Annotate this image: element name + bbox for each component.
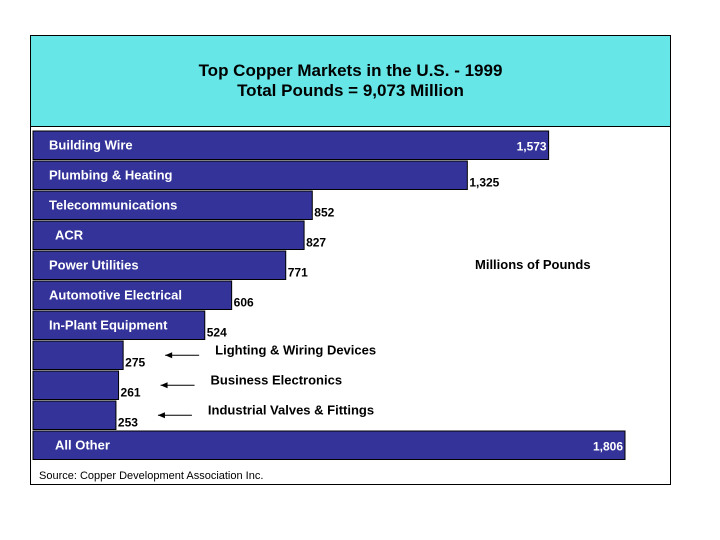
value-label: 275 — [125, 356, 145, 370]
category-label: Power Utilities — [49, 257, 139, 272]
category-label: Lighting & Wiring Devices — [215, 342, 376, 357]
bar — [32, 160, 468, 190]
bar-chart: Building Wire 1,573 Plumbing & Heating 1,32… — [32, 130, 626, 460]
category-label: In-Plant Equipment — [49, 317, 168, 332]
callout-arrowhead — [160, 382, 168, 389]
bar — [32, 370, 120, 400]
bar — [32, 220, 305, 250]
bar — [32, 400, 117, 430]
category-label: Telecommunications — [49, 197, 177, 212]
category-label: All Other — [55, 437, 110, 452]
value-label: 827 — [306, 236, 326, 250]
bar — [32, 340, 124, 370]
bar — [32, 310, 206, 340]
value-label: 253 — [118, 416, 138, 430]
callout-arrowhead — [165, 352, 173, 359]
bar — [32, 430, 626, 460]
unit-note: Millions of Pounds — [475, 257, 591, 272]
chart-subtitle: Total Pounds = 9,073 Million — [237, 81, 464, 100]
value-label: 771 — [288, 266, 308, 280]
chart-frame: Top Copper Markets in the U.S. - 1999 To… — [30, 35, 671, 485]
chart-title: Top Copper Markets in the U.S. - 1999 — [198, 61, 503, 80]
bar — [32, 250, 287, 280]
category-label: Building Wire — [49, 137, 133, 152]
category-label: Plumbing & Heating — [49, 167, 173, 182]
category-label: ACR — [55, 227, 84, 242]
bar — [32, 280, 233, 310]
value-label: 524 — [207, 326, 227, 340]
value-label: 852 — [314, 206, 334, 220]
value-label: 1,573 — [517, 139, 547, 153]
value-label: 1,325 — [469, 176, 499, 190]
source-note: Source: Copper Development Association I… — [39, 470, 264, 482]
bar — [32, 190, 313, 220]
value-label: 606 — [234, 296, 254, 310]
category-label: Business Electronics — [211, 372, 342, 387]
callout-arrowhead — [157, 412, 165, 419]
value-label: 1,806 — [593, 439, 623, 453]
value-label: 261 — [121, 386, 141, 400]
bar — [32, 130, 550, 160]
category-label: Automotive Electrical — [49, 287, 182, 302]
title-panel: Top Copper Markets in the U.S. - 1999 To… — [31, 36, 670, 127]
category-label: Industrial Valves & Fittings — [208, 402, 374, 417]
